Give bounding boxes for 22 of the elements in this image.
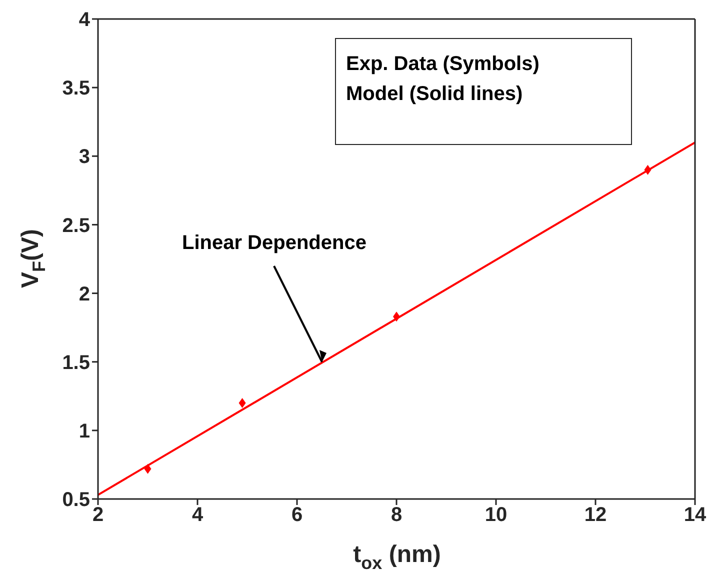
y-tick-label: 2.5 [62,214,90,237]
x-axis-title: t$_{ox}$ (nm) [353,541,441,573]
point [144,464,152,474]
x-tick-label: 12 [584,504,607,526]
point [238,398,246,408]
y-tick-label: 1.5 [62,352,90,374]
annotation: Exp. Data (Symbols) [346,52,540,77]
x-tick-label: 6 [291,504,303,526]
y-tick-label: 1 [78,420,90,443]
x-tick-label: 14 [684,504,707,526]
annotation: Model (Solid lines) [346,82,524,107]
point [644,164,652,175]
y-tick-label: 4 [78,9,91,32]
note-box: Exp. Data (Symbols) Model (Solid lines) [335,38,632,145]
annotation: Linear Dependence [180,232,368,255]
y-tick-label: 0.5 [62,489,90,512]
x-tick-label: 4 [192,504,204,526]
y-tick-label: 2 [78,283,90,306]
y-tick-label: 3.5 [62,78,90,100]
x-tick-label: 10 [484,504,508,526]
y-tick-label: 3 [78,146,90,168]
x-tick-label: 8 [390,504,402,526]
